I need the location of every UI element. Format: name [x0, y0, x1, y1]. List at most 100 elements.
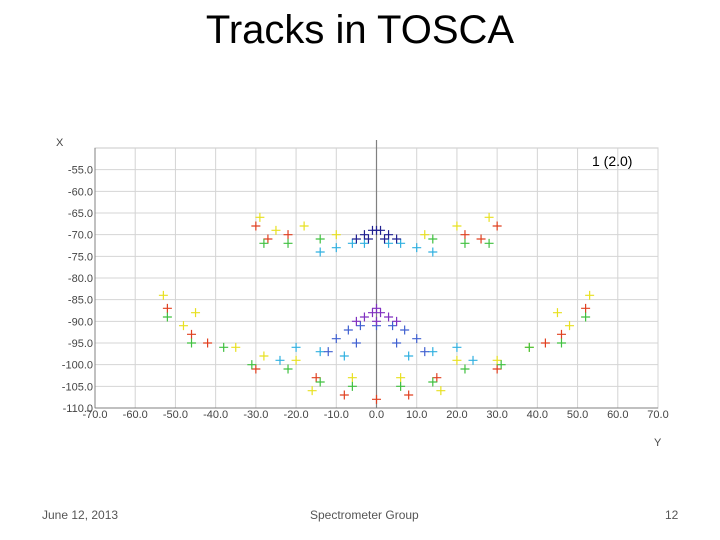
track-marker: [219, 342, 229, 352]
track-marker: [400, 325, 410, 335]
chart-annotation: 1 (2.0): [592, 153, 632, 169]
track-marker: [372, 303, 381, 313]
track-marker: [372, 394, 381, 404]
track-marker: [380, 234, 390, 244]
y-tick-label: -110.0: [63, 403, 93, 415]
track-markers: [158, 212, 595, 404]
track-marker: [203, 338, 213, 348]
track-marker: [492, 221, 502, 231]
track-marker: [307, 386, 317, 396]
track-marker: [524, 342, 534, 352]
y-tick-label: -80.0: [68, 273, 93, 285]
track-marker: [452, 355, 462, 365]
track-marker: [552, 308, 562, 318]
track-marker: [484, 212, 494, 222]
x-axis-label: Y: [654, 437, 662, 449]
track-marker: [251, 221, 261, 231]
track-marker: [359, 230, 369, 240]
track-marker: [231, 342, 241, 352]
track-marker: [331, 243, 341, 253]
page-number: 12: [665, 508, 679, 522]
y-tick-label: -55.0: [68, 165, 93, 177]
track-marker: [388, 321, 398, 331]
track-marker: [585, 290, 595, 300]
track-marker: [376, 225, 386, 235]
track-marker: [404, 351, 414, 361]
y-tick-label: -75.0: [68, 251, 93, 263]
y-tick-label: -70.0: [68, 230, 93, 242]
track-marker: [484, 238, 494, 248]
y-tick-label: -85.0: [68, 295, 93, 307]
track-marker: [355, 321, 365, 331]
x-tick-label: -70.0: [82, 409, 107, 421]
track-marker: [556, 338, 566, 348]
track-marker: [247, 360, 257, 370]
x-tick-label: -40.0: [203, 409, 228, 421]
y-tick-label: -105.0: [62, 381, 93, 393]
track-marker: [347, 238, 357, 248]
track-marker: [363, 234, 373, 244]
track-marker: [492, 364, 502, 374]
track-marker: [263, 234, 273, 244]
track-marker: [191, 308, 201, 318]
track-marker: [162, 303, 172, 313]
x-tick-label: 30.0: [486, 409, 507, 421]
track-marker: [392, 338, 402, 348]
track-marker: [299, 221, 309, 231]
track-marker: [291, 342, 301, 352]
track-marker: [339, 351, 349, 361]
track-marker: [347, 381, 357, 391]
track-marker: [315, 234, 325, 244]
track-marker: [359, 312, 369, 322]
track-marker: [492, 355, 502, 365]
track-marker: [452, 221, 462, 231]
x-tick-label: 60.0: [607, 409, 628, 421]
track-marker: [420, 347, 430, 357]
track-marker: [581, 312, 591, 322]
track-marker: [581, 303, 591, 313]
track-marker: [311, 373, 321, 383]
track-marker: [351, 338, 361, 348]
track-marker: [343, 325, 353, 335]
track-marker: [452, 342, 462, 352]
track-marker: [283, 230, 293, 240]
track-marker: [392, 316, 402, 326]
track-marker: [412, 243, 422, 253]
y-tick-labels: -55.0 -60.0 -65.0 -70.0 -75.0 -80.0 -85.0 -90.0…: [62, 165, 93, 415]
x-tick-label: 70.0: [647, 409, 668, 421]
track-marker: [275, 355, 285, 365]
track-marker: [187, 329, 197, 339]
slide-title: Tracks in TOSCA: [205, 8, 515, 52]
track-marker: [392, 234, 402, 244]
x-tick-labels: -70.0 -60.0 -50.0 -40.0 -30.0 -20.0 -10.0 0.0 10…: [82, 409, 668, 421]
y-tick-label: -90.0: [68, 316, 93, 328]
x-tick-label: -10.0: [324, 409, 349, 421]
track-marker: [428, 377, 438, 387]
y-axis-label: X: [56, 137, 64, 149]
track-marker: [255, 212, 265, 222]
track-marker: [556, 329, 566, 339]
track-marker: [420, 230, 430, 240]
track-marker: [339, 390, 349, 400]
x-tick-label: 40.0: [527, 409, 548, 421]
track-marker: [565, 321, 575, 331]
y-tick-label: -60.0: [68, 186, 93, 198]
track-marker: [291, 355, 301, 365]
track-marker: [162, 312, 172, 322]
track-marker: [158, 290, 168, 300]
track-marker: [384, 230, 394, 240]
track-marker: [428, 234, 438, 244]
track-marker: [315, 247, 325, 257]
axes: [94, 140, 658, 409]
track-marker: [259, 238, 269, 248]
track-marker: [331, 230, 341, 240]
x-tick-label: 10.0: [406, 409, 427, 421]
track-marker: [315, 347, 325, 357]
track-marker: [428, 247, 438, 257]
track-marker: [460, 230, 470, 240]
track-marker: [396, 373, 406, 383]
track-marker: [359, 238, 369, 248]
track-marker: [351, 316, 361, 326]
x-tick-label: -60.0: [123, 409, 148, 421]
